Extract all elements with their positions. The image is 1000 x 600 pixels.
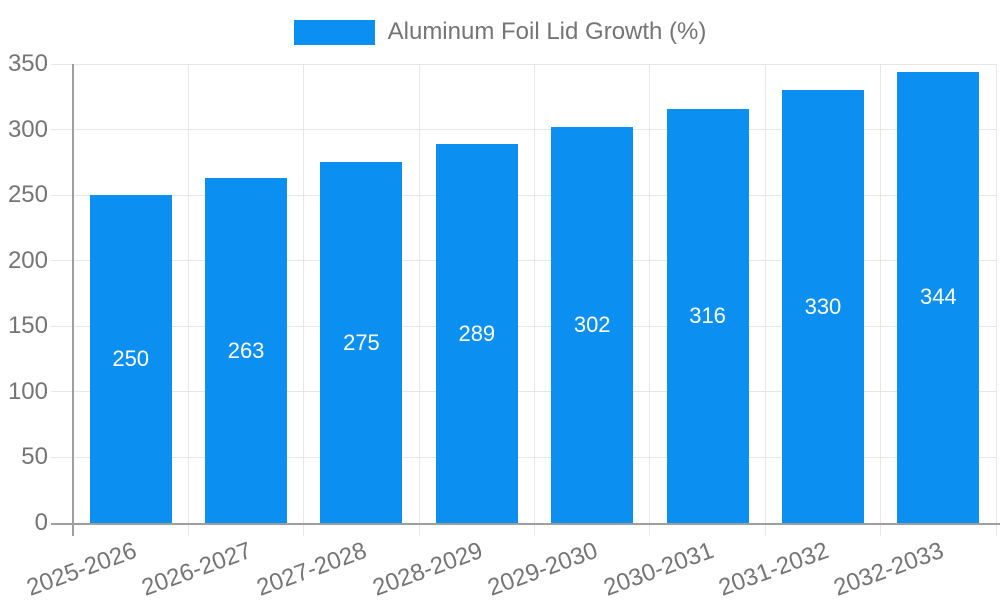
x-axis-tick: [534, 523, 535, 536]
plot-area: 0 50 100 150 200 250 300 350 250 263 275 289 302 316 3…: [8, 51, 1000, 600]
bar-2026-2027[interactable]: 263: [205, 178, 288, 523]
x-axis-tick: [303, 523, 305, 536]
x-axis-tick: [418, 523, 420, 536]
gridline-vertical: [534, 64, 535, 523]
y-axis-tick: [51, 260, 73, 262]
gridline-vertical: [303, 64, 305, 523]
bar-2030-2031[interactable]: 316: [666, 108, 749, 523]
gridline-vertical: [649, 64, 651, 523]
bar-value-label: 344: [919, 284, 957, 310]
bar-value-label: 316: [689, 302, 726, 328]
bar-2029-2030[interactable]: 302: [551, 126, 634, 523]
legend-color-swatch: [293, 19, 375, 45]
x-axis-line: [51, 523, 1000, 525]
y-axis-tick: [51, 129, 73, 131]
y-axis-tick: [51, 456, 73, 458]
bar-2032-2033[interactable]: 344: [897, 71, 980, 523]
y-axis-tick: [51, 63, 73, 65]
x-axis-tick: [995, 523, 997, 536]
bar-2028-2029[interactable]: 289: [435, 144, 518, 523]
y-axis-label: 150: [7, 312, 48, 340]
x-axis-tick: [649, 523, 651, 536]
chart-legend[interactable]: Aluminum Foil Lid Growth (%): [0, 18, 1000, 46]
x-axis-tick: [880, 523, 882, 536]
bar-2027-2028[interactable]: 275: [320, 162, 403, 523]
y-axis-label: 300: [7, 115, 48, 143]
y-axis-label: 100: [7, 377, 48, 405]
gridline-vertical: [418, 64, 420, 523]
y-axis-label: 50: [21, 443, 48, 471]
bar-2031-2032[interactable]: 330: [781, 90, 864, 523]
gridline-vertical: [187, 64, 189, 523]
y-axis-label: 200: [7, 246, 48, 274]
y-axis-tick: [51, 325, 73, 327]
y-axis-label: 250: [7, 181, 48, 209]
bar-value-label: 302: [573, 311, 611, 337]
y-axis-line: [72, 64, 74, 536]
x-axis-tick: [764, 523, 766, 536]
x-axis-tick: [187, 523, 189, 536]
y-axis-label: 0: [34, 509, 48, 536]
gridline-vertical: [880, 64, 882, 523]
bar-value-label: 275: [343, 329, 380, 355]
bar-value-label: 250: [112, 346, 150, 372]
y-axis-label: 350: [7, 50, 48, 77]
bar-value-label: 289: [458, 320, 496, 346]
gridline-vertical: [995, 64, 997, 523]
bar-value-label: 263: [227, 337, 265, 363]
bar-2025-2026[interactable]: 250: [89, 195, 172, 523]
gridline-vertical: [764, 64, 766, 523]
y-axis-tick: [51, 391, 73, 393]
bar-value-label: 330: [804, 293, 842, 319]
legend-label: Aluminum Foil Lid Growth (%): [387, 18, 707, 45]
y-axis-tick: [51, 194, 73, 196]
